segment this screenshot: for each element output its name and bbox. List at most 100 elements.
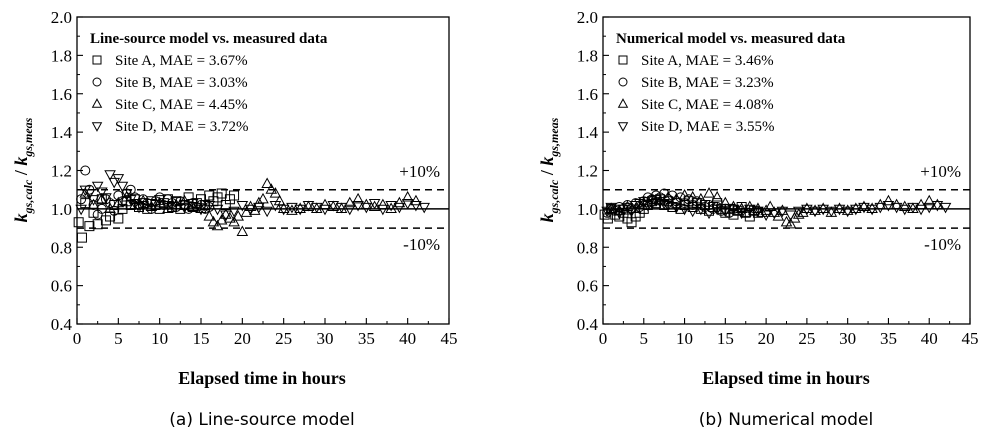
data-point xyxy=(79,185,92,197)
data-point xyxy=(277,204,290,216)
data-point xyxy=(907,202,919,214)
data-point xyxy=(727,204,740,216)
data-point xyxy=(401,199,414,210)
data-point xyxy=(215,213,228,225)
y-axis-label: kgs,calc / kgs,meas xyxy=(11,117,35,222)
data-point xyxy=(599,209,610,220)
data-point xyxy=(120,190,133,202)
data-point xyxy=(360,198,373,210)
data-point xyxy=(137,200,149,212)
y-tick-label: 1.4 xyxy=(51,123,73,142)
data-point xyxy=(108,177,120,189)
data-point xyxy=(294,202,306,213)
x-tick-label: 40 xyxy=(921,329,938,348)
data-point xyxy=(625,206,638,218)
data-point xyxy=(393,196,406,208)
data-point xyxy=(84,221,95,232)
data-point xyxy=(153,195,166,206)
data-point xyxy=(809,204,821,215)
data-point xyxy=(244,204,257,216)
data-point xyxy=(760,204,772,215)
data-point xyxy=(377,204,389,216)
data-point xyxy=(801,204,813,216)
data-point xyxy=(841,204,854,215)
data-point xyxy=(129,199,141,210)
y-axis-label: kgs,calc / kgs,meas xyxy=(537,117,561,222)
data-point xyxy=(352,200,364,212)
x-tick-label: 5 xyxy=(114,329,123,348)
data-point xyxy=(923,202,936,214)
data-point xyxy=(768,208,781,220)
data-point xyxy=(220,208,232,219)
data-point xyxy=(104,202,116,213)
x-tick-label: 35 xyxy=(880,329,897,348)
y-axis-label-sub2: gs,meas xyxy=(547,117,561,157)
data-point xyxy=(760,210,772,222)
data-point xyxy=(232,210,244,221)
data-point xyxy=(915,198,927,210)
data-point xyxy=(170,197,182,208)
lower-band-label: -10% xyxy=(924,235,961,254)
data-point xyxy=(100,193,112,204)
data-point xyxy=(605,202,617,214)
data-point xyxy=(621,202,634,214)
legend-entry-label: Site B, MAE = 3.23% xyxy=(641,75,774,91)
upper-band-label: +10% xyxy=(399,162,440,181)
data-point xyxy=(654,197,666,208)
data-point xyxy=(87,195,100,206)
data-point xyxy=(686,206,699,218)
data-point xyxy=(153,196,166,208)
data-point xyxy=(866,204,878,216)
data-point xyxy=(393,202,406,214)
data-point xyxy=(113,213,124,224)
data-point xyxy=(125,200,136,211)
data-point xyxy=(602,213,613,224)
data-point xyxy=(731,204,744,215)
data-point xyxy=(162,202,174,213)
data-point xyxy=(833,204,846,216)
data-point xyxy=(735,208,748,220)
data-point xyxy=(92,219,103,230)
data-point xyxy=(344,196,356,208)
legend: Numerical model vs. measured data Site A… xyxy=(616,31,846,135)
data-point xyxy=(931,200,944,212)
data-point xyxy=(882,194,895,206)
data-point xyxy=(327,200,340,212)
data-point xyxy=(368,200,381,212)
y-tick-label: 1.6 xyxy=(51,85,72,104)
y-tick-label: 0.6 xyxy=(51,277,72,296)
data-point xyxy=(841,206,854,218)
lower-band-label: -10% xyxy=(403,235,440,254)
data-point xyxy=(294,204,306,216)
data-point xyxy=(939,202,952,214)
data-points xyxy=(73,165,430,243)
data-point xyxy=(244,200,257,212)
data-point xyxy=(385,200,397,212)
y-axis-label-sep: / xyxy=(11,166,31,180)
legend-marker xyxy=(92,77,102,87)
data-point xyxy=(319,198,331,210)
data-point xyxy=(626,217,637,228)
x-tick-label: 15 xyxy=(193,329,210,348)
chart-panel-a: 0 5 10 15 20 25 30 35 40 45 0.4 0.6 0.8 1.0 1.2 1.4 1.6 1… xyxy=(11,8,458,430)
data-point xyxy=(207,215,220,227)
data-point xyxy=(117,203,128,214)
y-tick-label: 0.4 xyxy=(51,315,73,334)
data-point xyxy=(601,206,613,218)
data-point xyxy=(104,170,116,181)
legend-entry-label: Site A, MAE = 3.67% xyxy=(115,53,248,69)
legend-marker xyxy=(92,55,102,65)
data-point xyxy=(890,198,903,210)
data-point xyxy=(80,165,91,176)
y-tick-label: 1.4 xyxy=(577,123,599,142)
y-axis-label-main: k xyxy=(11,213,31,222)
legend-marker xyxy=(91,122,103,132)
data-point xyxy=(310,202,323,214)
legend-entry-label: Site D, MAE = 3.55% xyxy=(641,119,774,135)
data-point xyxy=(752,202,764,213)
data-point xyxy=(228,215,240,227)
data-point xyxy=(269,200,282,212)
x-tick-label: 35 xyxy=(358,329,375,348)
y-tick-label: 1.2 xyxy=(51,162,72,181)
data-point xyxy=(704,205,715,216)
